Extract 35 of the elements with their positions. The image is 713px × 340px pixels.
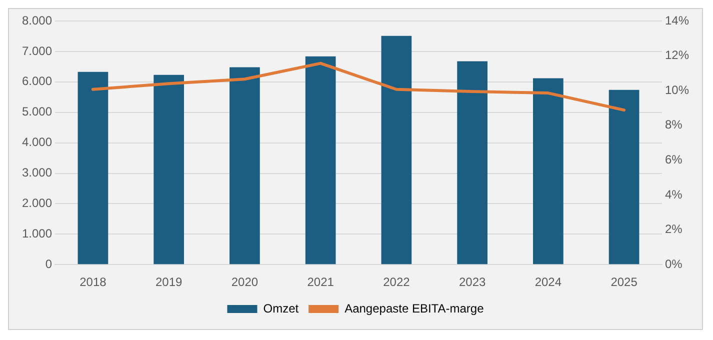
y-tick-label: 7.000	[22, 44, 52, 58]
bar	[533, 78, 564, 264]
y2-tick-label: 0%	[664, 256, 683, 271]
x-tick-label: 2021	[307, 275, 334, 290]
y-tick-label: 8.000	[22, 13, 52, 28]
bar	[381, 36, 412, 264]
bar	[608, 90, 640, 264]
y2-tick-label: 8%	[664, 118, 683, 132]
y2-tick-label: 6%	[664, 152, 683, 167]
y2-tick-label: 2%	[664, 222, 683, 236]
y-tick-label: 4.000	[22, 135, 52, 150]
y-tick-label: 1.000	[22, 226, 52, 240]
x-tick-label: 2019	[155, 275, 183, 290]
x-tick-label: 2023	[458, 275, 486, 290]
bar	[154, 74, 184, 264]
bar	[78, 72, 108, 264]
x-tick-label: 2018	[80, 275, 107, 290]
y2-tick-label: 4%	[664, 187, 683, 202]
legend-label: Omzet	[263, 301, 300, 316]
bar	[305, 56, 336, 264]
y-tick-label: 3.000	[22, 166, 52, 180]
x-tick-label: 2020	[231, 275, 258, 290]
bar	[230, 67, 260, 264]
bar	[457, 61, 488, 264]
y2-tick-label: 12%	[664, 48, 690, 62]
legend-label: Aangepaste EBITA-marge	[344, 301, 484, 316]
y-tick-label: 2.000	[22, 196, 52, 210]
x-tick-label: 2022	[383, 275, 410, 290]
x-tick-label: 2024	[534, 275, 562, 290]
y-tick-label: 5.000	[22, 104, 52, 119]
y-tick-label: 6.000	[22, 74, 52, 88]
y-tick-label: 0	[45, 256, 52, 271]
y2-tick-label: 14%	[664, 13, 690, 28]
y2-tick-label: 10%	[664, 82, 690, 97]
x-tick-label: 2025	[610, 275, 638, 290]
